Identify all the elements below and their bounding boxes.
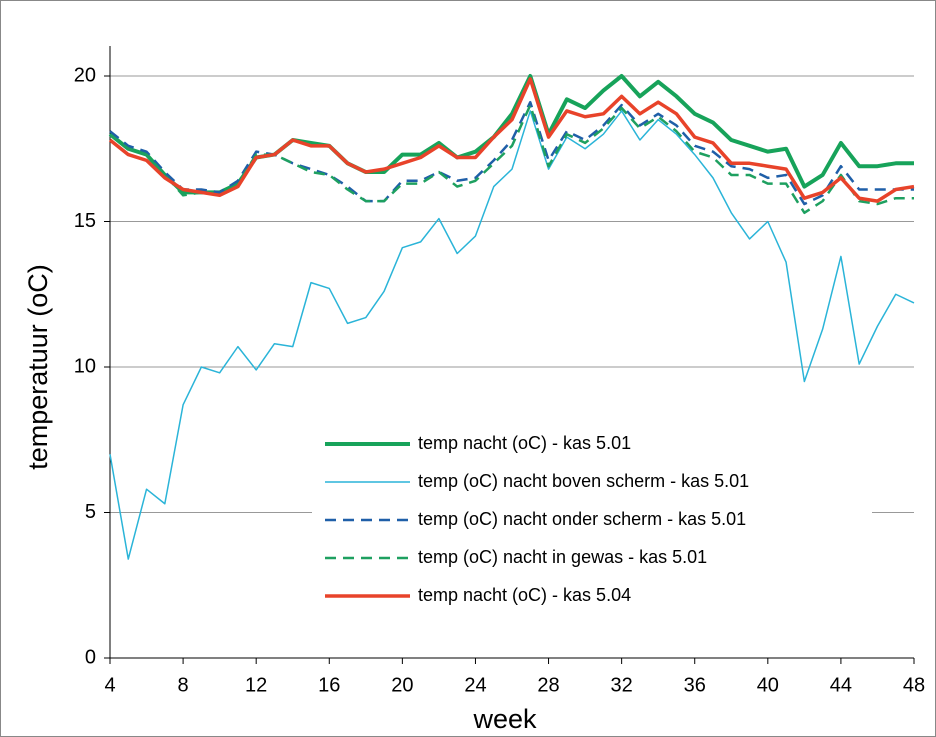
x-tick-label: 28 (537, 674, 559, 696)
data-line (109, 100, 914, 206)
x-tick-label: 24 (464, 674, 486, 696)
x-tick-label: 44 (830, 674, 852, 696)
legend-label: temp (oC) nacht in gewas - kas 5.01 (418, 547, 707, 567)
x-axis-title: week (472, 704, 537, 734)
x-tick-label: 8 (178, 674, 189, 696)
y-tick-label: 10 (74, 355, 96, 377)
x-tick-label: 40 (757, 674, 779, 696)
x-tick-label: 4 (104, 674, 115, 696)
x-tick-label: 20 (391, 674, 413, 696)
legend-label: temp (oC) nacht onder scherm - kas 5.01 (418, 509, 746, 529)
x-tick-label: 48 (903, 674, 925, 696)
y-tick-label: 15 (74, 210, 96, 232)
data-line (109, 110, 915, 560)
x-tick-label: 36 (684, 674, 706, 696)
x-tick-label: 12 (245, 674, 267, 696)
legend-label: temp nacht (oC) - kas 5.04 (418, 585, 631, 605)
legend: temp nacht (oC) - kas 5.01 temp (oC) nach… (312, 424, 872, 610)
legend-label: temp nacht (oC) - kas 5.01 (418, 433, 631, 453)
y-tick-label: 5 (85, 501, 96, 523)
y-axis-title: temperatuur (oC) (23, 264, 53, 470)
y-tick-label: 0 (85, 646, 96, 668)
legend-label: temp (oC) nacht boven scherm - kas 5.01 (418, 471, 749, 491)
x-tick-label: 16 (318, 674, 340, 696)
data-line (108, 77, 915, 203)
x-tick-label: 32 (611, 674, 633, 696)
legend-box (312, 424, 872, 610)
y-tick-label: 20 (74, 64, 96, 86)
